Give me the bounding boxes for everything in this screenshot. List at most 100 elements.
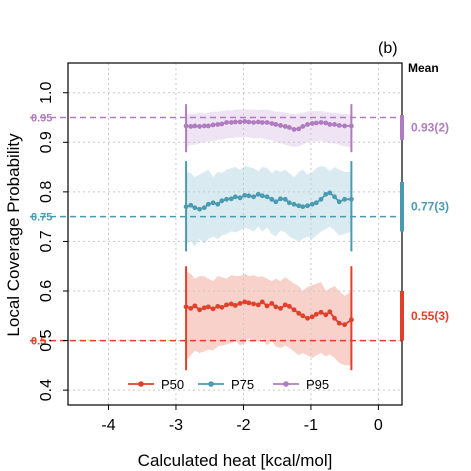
mean-label-p75: 0.77(3) bbox=[411, 200, 449, 214]
legend-label-p95: P95 bbox=[306, 377, 329, 392]
y-tick-label: 0.5 bbox=[38, 329, 55, 351]
data-point-p75 bbox=[246, 193, 252, 199]
y-tick-label: 1.0 bbox=[38, 82, 55, 104]
data-point-p95 bbox=[259, 120, 265, 125]
axes: -4 -3 -2 -1 0 0.4 0.5 0.6 0.7 0.8 0.9 1.0 bbox=[38, 62, 403, 434]
data-point-p75 bbox=[327, 190, 333, 196]
data-point-p75 bbox=[232, 194, 238, 200]
legend-label-p75: P75 bbox=[231, 377, 254, 392]
mean-label-p50: 0.55(3) bbox=[411, 309, 449, 323]
data-point-p50 bbox=[197, 307, 202, 313]
x-axis-label: Calculated heat [kcal/mol] bbox=[138, 451, 333, 470]
data-point-p95 bbox=[224, 120, 229, 125]
data-point-p50 bbox=[291, 307, 297, 313]
interval-bands bbox=[186, 109, 352, 366]
data-point-p50 bbox=[305, 315, 310, 321]
data-point-p95 bbox=[348, 123, 354, 129]
data-point-p50 bbox=[313, 311, 319, 317]
legend-label-p50: P50 bbox=[161, 377, 184, 392]
data-point-p75 bbox=[205, 201, 211, 207]
data-point-p50 bbox=[205, 304, 211, 310]
data-point-p75 bbox=[264, 194, 270, 200]
data-point-p75 bbox=[313, 200, 319, 206]
data-point-p75 bbox=[228, 196, 234, 202]
data-point-p95 bbox=[323, 120, 329, 126]
data-point-p75 bbox=[278, 196, 283, 202]
x-tick-label: -1 bbox=[304, 417, 318, 434]
y-tick-label: 0.9 bbox=[38, 131, 55, 153]
data-point-p75 bbox=[323, 191, 329, 197]
data-point-p95 bbox=[215, 122, 221, 127]
data-point-p75 bbox=[192, 205, 198, 211]
y-tick-label: 0.4 bbox=[38, 379, 55, 401]
data-point-p75 bbox=[336, 199, 342, 205]
data-point-p95 bbox=[251, 120, 256, 125]
data-point-p50 bbox=[237, 300, 243, 306]
data-point-p50 bbox=[183, 304, 189, 310]
data-point-p95 bbox=[318, 120, 324, 125]
data-point-p50 bbox=[348, 317, 354, 323]
data-point-p50 bbox=[232, 302, 238, 308]
data-point-p75 bbox=[215, 201, 221, 207]
data-point-p75 bbox=[201, 205, 207, 211]
data-point-p95 bbox=[197, 124, 202, 129]
data-point-p95 bbox=[201, 123, 207, 129]
legend: P50 P75 P95 bbox=[128, 377, 329, 392]
data-point-p50 bbox=[246, 300, 252, 306]
data-point-p95 bbox=[291, 127, 297, 132]
data-point-p95 bbox=[210, 122, 216, 128]
data-point-p50 bbox=[269, 300, 275, 306]
data-point-p75 bbox=[219, 198, 225, 204]
data-point-p95 bbox=[305, 122, 310, 127]
data-point-p50 bbox=[251, 301, 256, 307]
data-point-p50 bbox=[228, 301, 234, 307]
data-point-p95 bbox=[228, 120, 234, 125]
data-point-p50 bbox=[336, 320, 342, 326]
legend-marker-p95 bbox=[283, 381, 289, 387]
x-tick-label: -2 bbox=[236, 417, 250, 434]
x-tick-label: 0 bbox=[374, 417, 383, 434]
data-point-p75 bbox=[305, 203, 310, 209]
legend-marker-p50 bbox=[138, 381, 144, 387]
band-p50 bbox=[186, 271, 352, 366]
data-point-p50 bbox=[296, 310, 302, 316]
data-point-p95 bbox=[336, 123, 342, 128]
data-point-p50 bbox=[309, 314, 315, 320]
band-p95 bbox=[186, 109, 352, 148]
data-point-p75 bbox=[296, 203, 302, 209]
data-point-p50 bbox=[278, 305, 283, 311]
target-label-p95: 0.95 bbox=[31, 113, 52, 125]
data-point-p95 bbox=[282, 124, 288, 129]
data-point-p50 bbox=[273, 304, 279, 310]
data-point-p50 bbox=[327, 309, 333, 315]
data-point-p75 bbox=[188, 202, 194, 208]
data-point-p95 bbox=[313, 120, 319, 126]
data-point-p50 bbox=[201, 305, 207, 311]
y-tick-label: 0.6 bbox=[38, 280, 55, 302]
legend-marker-p75 bbox=[208, 381, 214, 387]
band-p75 bbox=[186, 166, 352, 247]
data-point-p95 bbox=[332, 122, 337, 127]
data-point-p50 bbox=[332, 315, 337, 321]
data-point-p50 bbox=[264, 303, 270, 309]
data-point-p50 bbox=[323, 312, 329, 318]
data-point-p50 bbox=[255, 302, 261, 308]
data-point-p75 bbox=[300, 204, 306, 210]
data-point-p95 bbox=[278, 123, 283, 128]
data-point-p75 bbox=[282, 196, 288, 202]
data-point-p95 bbox=[237, 119, 243, 125]
data-point-p75 bbox=[273, 199, 279, 205]
data-point-p50 bbox=[318, 309, 324, 315]
data-point-p95 bbox=[232, 119, 238, 125]
data-point-p75 bbox=[237, 195, 243, 201]
data-point-p75 bbox=[332, 194, 337, 200]
data-point-p95 bbox=[255, 119, 261, 125]
data-point-p75 bbox=[269, 196, 275, 202]
data-point-p75 bbox=[224, 196, 229, 202]
data-point-p95 bbox=[242, 119, 248, 124]
data-point-p75 bbox=[197, 206, 202, 212]
data-point-p50 bbox=[215, 303, 221, 309]
data-point-p75 bbox=[255, 191, 261, 197]
data-point-p50 bbox=[224, 302, 229, 308]
data-point-p50 bbox=[342, 322, 348, 328]
